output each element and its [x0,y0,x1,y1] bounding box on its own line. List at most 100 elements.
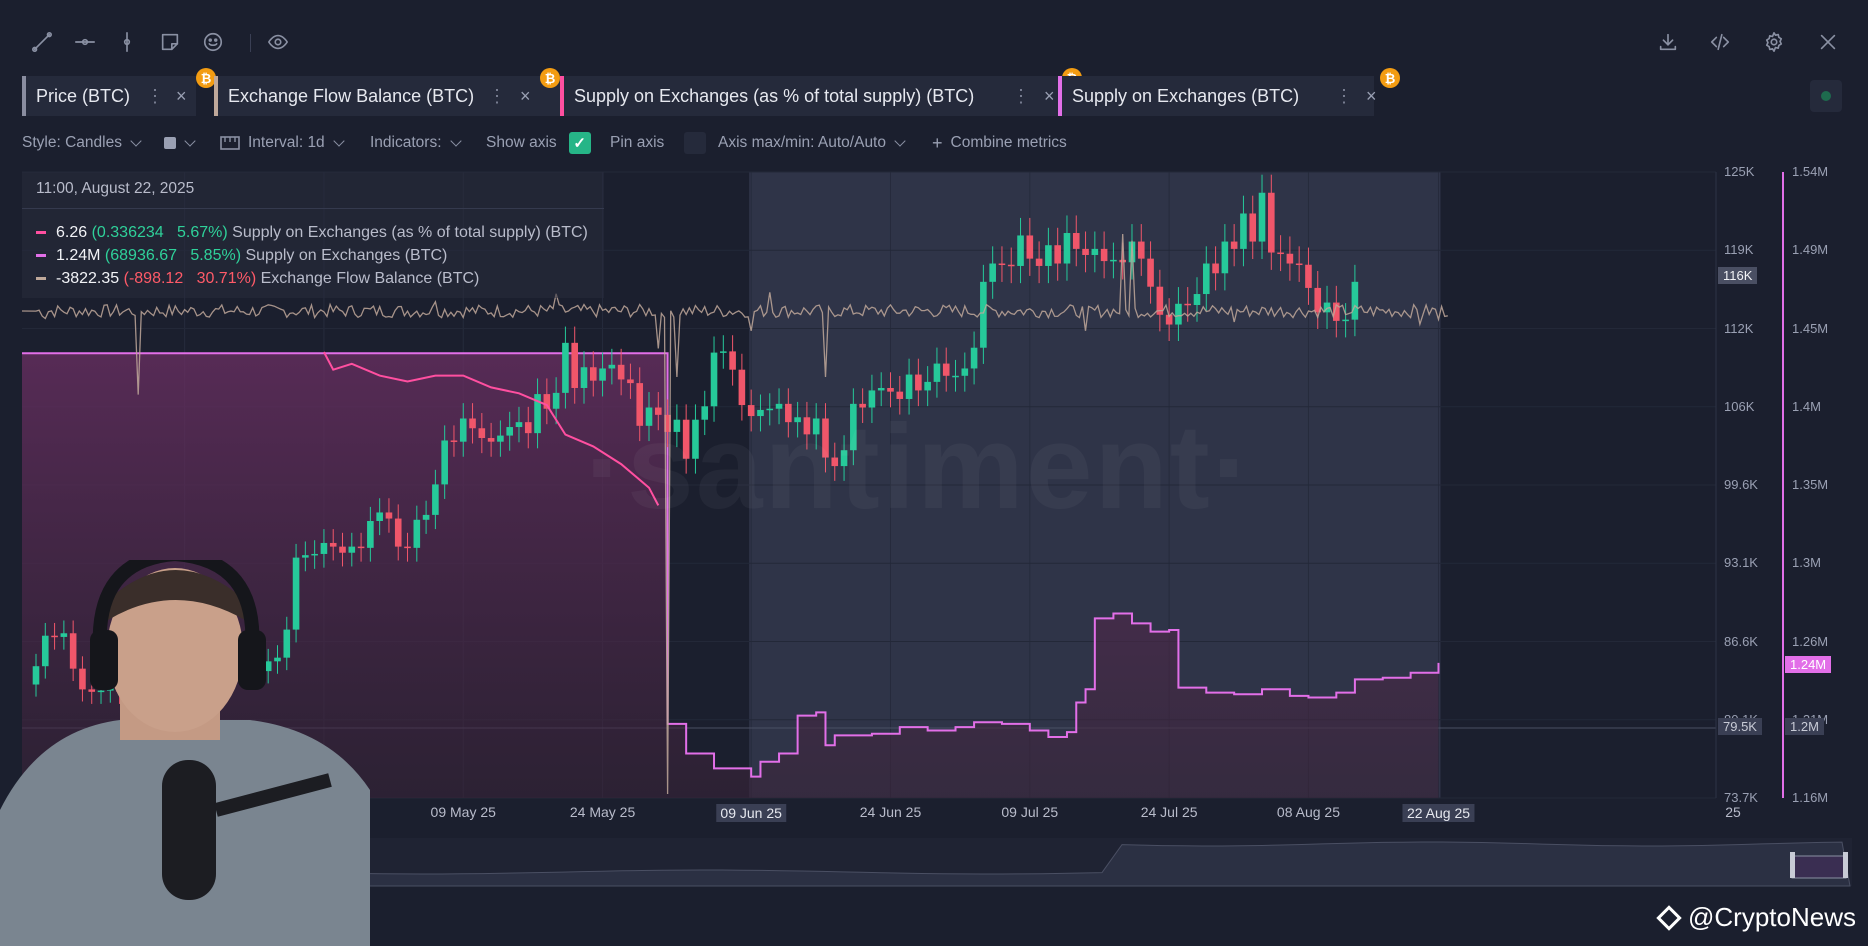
candle-body [915,374,922,391]
combine-label: Combine metrics [950,134,1067,151]
candle-body [887,387,894,392]
x-tick-label: 09 Jul 25 [1001,804,1059,820]
candle-body [840,450,848,467]
color-select[interactable] [164,130,196,156]
legend-row-flow: -3822.35 (-898.12 30.71%) Exchange Flow … [36,270,479,288]
candle-body [1295,263,1303,266]
candle-body [1165,314,1173,325]
price-tick-label: 106K [1724,398,1755,414]
candle-body [794,417,801,423]
candle-body [79,668,86,690]
candle-body [645,407,653,426]
note-icon[interactable] [156,28,184,56]
close-tab-icon[interactable]: × [1044,85,1055,106]
candle-body [534,394,541,434]
diamond-logo-icon [1656,904,1682,931]
candle-body [506,427,513,436]
headphone-cup-right [238,630,266,690]
series-swatch [36,254,46,258]
candle-body [905,374,913,399]
more-options-icon[interactable]: ⋮ [1012,85,1030,106]
live-status-button[interactable] [1810,80,1842,112]
trend-line-icon[interactable] [28,28,56,56]
tab-label: Supply on Exchanges (as % of total suppl… [574,85,975,106]
show-axis-label: Show axis [486,134,557,151]
horizontal-line-icon[interactable] [71,28,99,56]
settings-gear-icon[interactable] [1760,28,1788,56]
more-options-icon[interactable]: ⋮ [488,85,506,106]
indicators-select[interactable]: Indicators: [370,130,462,156]
navigator-handle-right [1843,852,1848,878]
axis-maxmin-label: Axis max/min: Auto/Auto [718,134,886,151]
candle-body [69,633,77,669]
tab-exchange-flow-balance[interactable]: Exchange Flow Balance (BTC) ⋮ × ₿ [214,68,560,116]
embed-code-icon[interactable] [1706,28,1734,56]
mic-arm [214,773,332,817]
candle-body [775,403,783,409]
candle-body [41,635,49,667]
combine-metrics-button[interactable]: + Combine metrics [932,130,1067,156]
candle-body [367,520,374,548]
candle-body [803,417,811,435]
candle-body [654,407,662,415]
candle-body [1193,294,1201,306]
emoji-icon[interactable] [199,28,227,56]
candle-body [850,403,857,451]
legend-paren: ( [123,270,129,287]
candle-body [692,419,699,459]
candle-body [785,403,792,423]
interval-select[interactable]: Interval: 1d [220,130,345,156]
candle-body [60,633,68,637]
style-label: Style: Candles [22,134,122,151]
close-tab-icon[interactable]: × [520,85,531,106]
tab-label: Exchange Flow Balance (BTC) [228,85,475,106]
supply-tick-label: 1.4M [1792,398,1821,414]
legend-pct: 5.85%) [190,247,242,264]
legend-paren: ( [91,224,97,241]
price-tick-label: 112K [1724,320,1754,336]
checkbox-unchecked-icon[interactable] [684,132,707,154]
candle-body [942,363,950,376]
pin-axis-toggle[interactable]: Pin axis [610,130,707,156]
tab-supply-on-exchanges-pct[interactable]: Supply on Exchanges (as % of total suppl… [560,68,1082,116]
legend-value: -3822.35 [56,270,120,287]
more-options-icon[interactable]: ⋮ [1335,85,1353,106]
candle-body [441,440,448,485]
headphone-cup-left [90,630,118,690]
vertical-line-icon[interactable] [113,28,141,56]
bitcoin-icon: ₿ [196,68,216,88]
legend-value: 6.26 [56,224,88,241]
x-tick-label: 24 Jul 25 [1140,804,1198,820]
tab-supply-on-exchanges[interactable]: Supply on Exchanges (BTC) ⋮ × ₿ [1058,68,1400,116]
candle-body [1221,241,1229,274]
x-tick-label: 09 May 25 [430,804,496,820]
axis-maxmin-select[interactable]: Axis max/min: Auto/Auto [718,130,906,156]
show-axis-toggle[interactable]: Show axis ✓ [486,130,591,156]
close-tab-icon[interactable]: × [1366,85,1377,106]
candle-body [896,391,904,399]
candle-body [682,419,690,459]
close-tab-icon[interactable]: × [176,85,187,106]
candle-body [311,553,318,556]
close-icon[interactable] [1814,28,1842,56]
candle-body [1100,248,1108,262]
price-current-badge: 116K [1718,267,1758,284]
tab-label: Price (BTC) [36,85,130,106]
candle-body [1119,259,1126,263]
checkbox-checked-icon[interactable]: ✓ [568,132,591,154]
legend-value: 1.24M [56,247,101,264]
candle-body [302,555,309,558]
x-tick-label: 25 [1725,804,1741,820]
tab-price-btc[interactable]: Price (BTC) ⋮ × ₿ [22,68,216,116]
ruler-icon [220,136,240,150]
candle-body [589,367,597,381]
webcam-overlay [0,560,370,946]
x-tick-label: 24 Jun 25 [859,804,922,820]
download-icon[interactable] [1654,28,1682,56]
more-options-icon[interactable]: ⋮ [146,85,164,106]
navigator-window [1791,855,1847,879]
eye-icon[interactable] [264,28,292,56]
style-select[interactable]: Style: Candles [22,130,142,156]
navigator-handle-left [1790,852,1795,878]
candle-body [524,422,532,434]
